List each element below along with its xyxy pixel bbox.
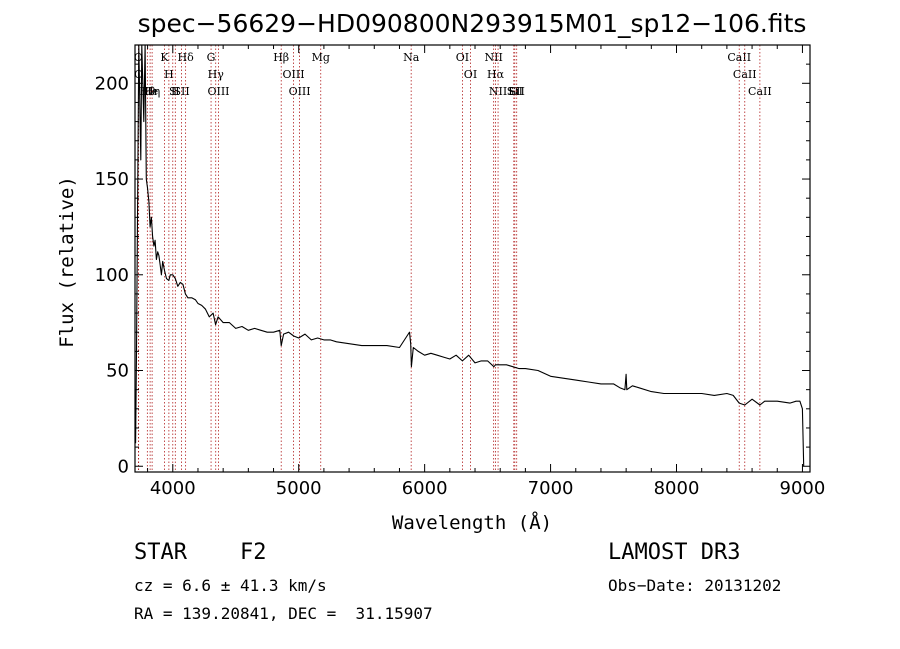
spectral-line-label: CaII bbox=[748, 85, 772, 98]
spectral-line-label: CaII bbox=[733, 68, 757, 81]
survey-name: LAMOST DR3 bbox=[608, 540, 741, 565]
spectral-line-label: Hβ bbox=[273, 51, 289, 64]
spectral-line-label: SII bbox=[173, 85, 189, 98]
spectral-line-label: II bbox=[171, 85, 180, 98]
spectral-line-label: Hη bbox=[144, 85, 160, 98]
y-tick-label: 150 bbox=[95, 169, 129, 190]
spectral-line-label: S bbox=[169, 85, 177, 98]
axis-ticks: 4000 5000 6000 7000 8000 9000 0 50 100 150 200 bbox=[95, 45, 826, 499]
spectral-line-label: H bbox=[164, 68, 174, 81]
redshift-readout: cz = 6.6 ± 41.3 km/s bbox=[134, 576, 327, 595]
x-tick-label: 6000 bbox=[402, 478, 448, 499]
flux-series bbox=[135, 44, 805, 467]
chart-title: spec−56629−HD090800N293915M01_sp12−106.f… bbox=[138, 9, 807, 38]
y-tick-label: 0 bbox=[118, 456, 129, 477]
spectral-line-label: CaII bbox=[727, 51, 751, 64]
y-axis-label: Flux (relative) bbox=[56, 176, 78, 348]
spectral-line-label: OIII bbox=[283, 68, 305, 81]
spectral-line-label: OI bbox=[464, 68, 477, 81]
y-tick-label: 200 bbox=[95, 73, 129, 94]
spectral-line-label: Na bbox=[403, 51, 420, 64]
x-tick-label: 9000 bbox=[780, 478, 826, 499]
object-class: STAR bbox=[134, 540, 187, 565]
obs-date: Obs−Date: 20131202 bbox=[608, 576, 782, 595]
spectral-line-label: K bbox=[160, 51, 169, 64]
x-tick-label: 8000 bbox=[654, 478, 700, 499]
x-tick-label: 5000 bbox=[276, 478, 322, 499]
spectral-line-label: SII bbox=[509, 85, 525, 98]
coordinates-readout: RA = 139.20841, DEC = 31.15907 bbox=[134, 604, 433, 623]
plot-frame bbox=[134, 44, 811, 473]
spectral-line-label: Li bbox=[508, 85, 519, 98]
x-axis-label: Wavelength (Å) bbox=[392, 511, 552, 534]
spectral-line-label: G bbox=[207, 51, 216, 64]
spectral-line-label: OIII bbox=[207, 85, 229, 98]
spectral-line-label: NII bbox=[489, 85, 507, 98]
x-tick-label: 7000 bbox=[528, 478, 574, 499]
spectral-line-label: Hα bbox=[487, 68, 505, 81]
x-tick-label: 4000 bbox=[150, 478, 196, 499]
spectral-line-label: Hδ bbox=[178, 51, 195, 64]
spectral-line-label: Hγ bbox=[208, 68, 225, 81]
spectral-line-label: Mg bbox=[312, 51, 330, 64]
flux-line bbox=[135, 44, 805, 467]
spectral-line-label: OIII bbox=[289, 85, 311, 98]
object-subclass: F2 bbox=[240, 540, 267, 565]
spectral-line-label: OI bbox=[456, 51, 469, 64]
y-tick-label: 100 bbox=[95, 265, 129, 286]
y-tick-label: 50 bbox=[106, 361, 129, 382]
spectral-line-label: NII bbox=[484, 51, 502, 64]
spectral-line-label: SII bbox=[507, 85, 523, 98]
